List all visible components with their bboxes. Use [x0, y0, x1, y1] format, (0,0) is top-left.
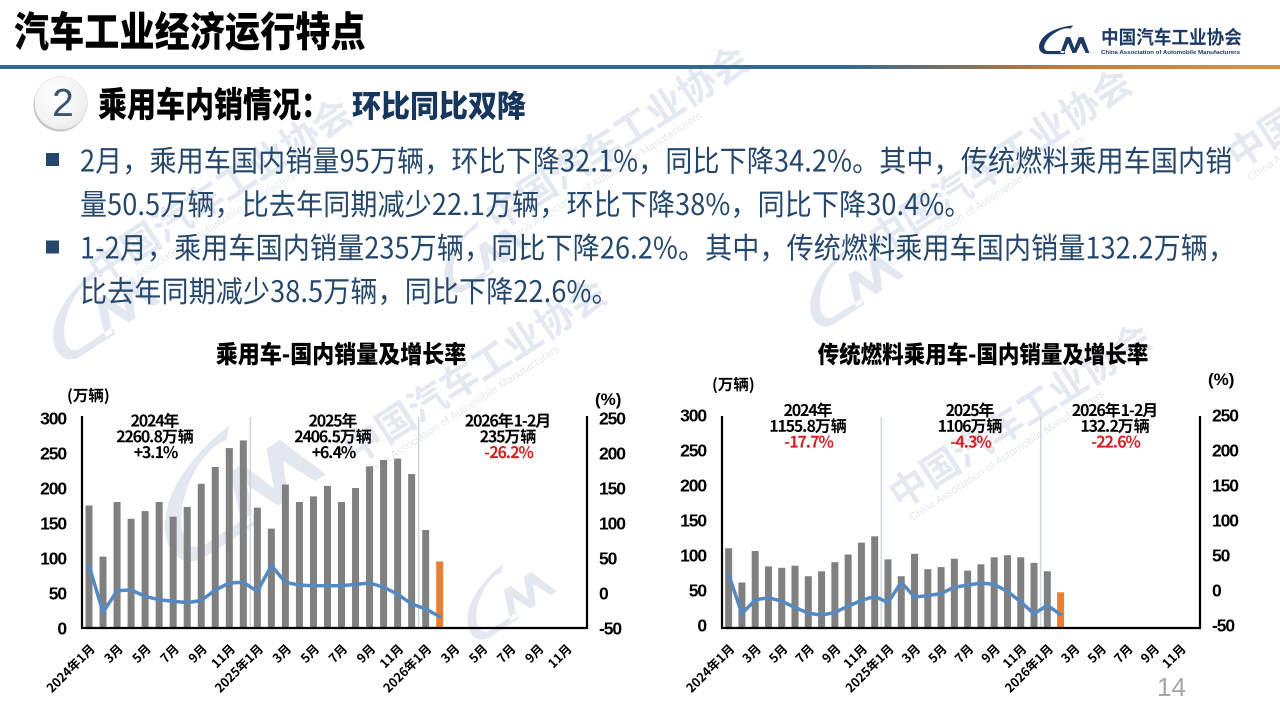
svg-text:(%): (%): [1208, 370, 1234, 389]
svg-text:200: 200: [599, 444, 626, 464]
svg-text:250: 250: [1212, 406, 1239, 426]
svg-text:-50: -50: [599, 619, 622, 639]
svg-text:0: 0: [1212, 581, 1222, 601]
svg-text:2: 2: [52, 82, 74, 125]
svg-text:200: 200: [1212, 441, 1239, 461]
svg-text:150: 150: [599, 479, 626, 499]
svg-text:150: 150: [680, 511, 707, 531]
svg-text:0: 0: [697, 616, 707, 636]
svg-text:100: 100: [40, 549, 67, 569]
svg-text:250: 250: [680, 441, 707, 461]
svg-text:250: 250: [599, 409, 626, 429]
svg-text:50: 50: [599, 549, 618, 569]
svg-text:0: 0: [599, 584, 609, 604]
svg-text:200: 200: [40, 479, 67, 499]
svg-text:50: 50: [1212, 546, 1231, 566]
svg-text:50: 50: [689, 581, 708, 601]
svg-text:14: 14: [1157, 672, 1186, 702]
svg-text:0: 0: [57, 619, 67, 639]
svg-text:250: 250: [40, 444, 67, 464]
svg-text:(%): (%): [595, 390, 621, 409]
svg-text:-50: -50: [1212, 616, 1235, 636]
svg-text:300: 300: [680, 406, 707, 426]
svg-text:China Association of Automobil: China Association of Automobile Manufact…: [1101, 50, 1241, 56]
svg-text:100: 100: [599, 514, 626, 534]
svg-text:150: 150: [40, 514, 67, 534]
svg-text:50: 50: [49, 584, 68, 604]
svg-text:200: 200: [680, 476, 707, 496]
svg-text:150: 150: [1212, 476, 1239, 496]
svg-text:100: 100: [680, 546, 707, 566]
svg-text:300: 300: [40, 409, 67, 429]
svg-text:100: 100: [1212, 511, 1239, 531]
